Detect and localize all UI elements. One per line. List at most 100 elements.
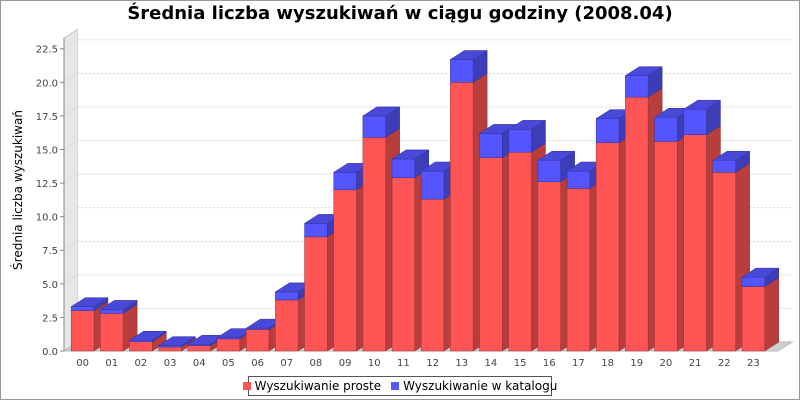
x-tick-label: 14 bbox=[485, 358, 498, 369]
bar-15-s0 bbox=[508, 151, 532, 352]
bar-top-23 bbox=[741, 267, 780, 278]
x-tick-label: 04 bbox=[193, 358, 206, 369]
y-tick-label: 5.0 bbox=[42, 280, 58, 291]
x-tick-label: 02 bbox=[135, 358, 148, 369]
bar-03-s0 bbox=[158, 346, 182, 352]
y-tick-label: 7.5 bbox=[42, 246, 58, 257]
y-tick-label: 0.0 bbox=[42, 347, 58, 358]
bar-16-s0 bbox=[537, 181, 561, 352]
x-tick-label: 17 bbox=[572, 358, 585, 369]
x-tick-label: 21 bbox=[689, 358, 702, 369]
x-tick-label: 03 bbox=[164, 358, 177, 369]
bar-21-s0 bbox=[683, 134, 707, 352]
bar-top-11 bbox=[391, 149, 430, 160]
bar-top-03 bbox=[157, 336, 197, 346]
bar-07-s1 bbox=[275, 291, 299, 301]
x-tick-label: 07 bbox=[280, 358, 293, 369]
x-tick-label: 12 bbox=[426, 358, 439, 369]
bar-20-s1 bbox=[654, 117, 678, 142]
bar-12-s0 bbox=[420, 198, 445, 352]
bar-top-00 bbox=[70, 297, 109, 307]
chart-title: Średnia liczba wyszukiwań w ciągu godzin… bbox=[127, 2, 672, 24]
bar-16-s1 bbox=[537, 159, 561, 182]
bar-04-s0 bbox=[187, 345, 211, 352]
bar-22-s0 bbox=[712, 172, 736, 352]
bar-top-21 bbox=[682, 99, 722, 110]
bar-08-s1 bbox=[304, 223, 328, 238]
x-tick-label: 01 bbox=[105, 358, 118, 369]
bar-19-s1 bbox=[625, 75, 649, 98]
bar-09-s1 bbox=[333, 172, 357, 191]
bar-13-s1 bbox=[450, 59, 474, 83]
bar-17-s1 bbox=[566, 170, 591, 189]
legend-label-1: Wyszukiwanie w katalogu bbox=[403, 379, 558, 393]
bar-07-s0 bbox=[275, 299, 299, 352]
y-gridline bbox=[63, 72, 792, 83]
x-tick-label: 20 bbox=[660, 358, 673, 369]
x-tick-label: 08 bbox=[310, 358, 323, 369]
bar-15-s1 bbox=[508, 129, 532, 153]
bar-side-23-s0 bbox=[764, 277, 780, 352]
x-tick-label: 16 bbox=[543, 358, 556, 369]
bar-top-19 bbox=[624, 66, 663, 76]
y-tick-label: 17.5 bbox=[36, 112, 58, 123]
bar-18-s1 bbox=[595, 118, 620, 144]
bar-23-s1 bbox=[741, 276, 766, 287]
x-tick-label: 15 bbox=[514, 358, 527, 369]
legend-swatch-1 bbox=[391, 382, 400, 390]
bar-top-10 bbox=[362, 106, 401, 117]
bar-00-s0 bbox=[70, 310, 95, 352]
y-tick-label: 22.5 bbox=[36, 45, 58, 56]
bar-17-s0 bbox=[566, 188, 591, 352]
legend-label-0: Wyszukiwanie proste bbox=[254, 379, 382, 393]
bar-top-22 bbox=[712, 150, 751, 161]
x-tick-label: 09 bbox=[339, 358, 352, 369]
bar-13-s0 bbox=[450, 82, 474, 352]
bar-02-s0 bbox=[129, 341, 153, 352]
legend-swatch-0 bbox=[242, 382, 251, 390]
bar-01-s1 bbox=[100, 309, 124, 314]
bar-05-s0 bbox=[216, 338, 241, 352]
bar-14-s0 bbox=[479, 157, 503, 352]
x-tick-label: 18 bbox=[601, 358, 614, 369]
bar-11-s0 bbox=[391, 177, 416, 352]
bar-18-s0 bbox=[595, 142, 620, 352]
bar-top-01 bbox=[99, 300, 138, 310]
x-tick-label: 11 bbox=[397, 358, 410, 369]
bar-top-16 bbox=[537, 150, 576, 161]
bar-22-s1 bbox=[712, 159, 736, 173]
y-tick-label: 20.0 bbox=[36, 78, 58, 89]
y-tick-label: 12.5 bbox=[36, 179, 58, 190]
bar-top-02 bbox=[128, 331, 168, 341]
legend: Wyszukiwanie proste Wyszukiwanie w katal… bbox=[242, 376, 557, 396]
y-tick-label: 10.0 bbox=[36, 213, 58, 224]
x-tick-label: 23 bbox=[747, 358, 760, 369]
x-tick-label: 22 bbox=[718, 358, 731, 369]
bar-10-s1 bbox=[362, 115, 386, 138]
bar-10-s0 bbox=[362, 137, 386, 352]
bar-20-s0 bbox=[654, 141, 678, 352]
bar-19-s0 bbox=[625, 96, 649, 352]
x-tick-label: 19 bbox=[630, 358, 643, 369]
x-tick-label: 06 bbox=[251, 358, 264, 369]
y-gridline bbox=[63, 39, 792, 50]
y-axis-label: Średnia liczba wyszukiwań bbox=[10, 110, 25, 270]
y-tick-label: 2.5 bbox=[42, 313, 58, 324]
bar-00-s1 bbox=[70, 306, 95, 311]
x-tick-label: 10 bbox=[368, 358, 381, 369]
bar-11-s1 bbox=[391, 158, 416, 178]
legend-item-0: Wyszukiwanie proste bbox=[242, 379, 382, 393]
bar-top-15 bbox=[507, 120, 547, 130]
plot-area: 0.0 2.5 5.0 7.5 10.0 12.5 15.0 17.5 20.0 22.5 00 01… bbox=[36, 28, 794, 369]
bar-06-s0 bbox=[245, 329, 270, 352]
x-tick-label: 13 bbox=[455, 358, 468, 369]
bar-09-s0 bbox=[333, 189, 357, 352]
bar-14-s1 bbox=[479, 133, 503, 158]
x-tick-label: 00 bbox=[76, 358, 89, 369]
bar-08-s0 bbox=[304, 236, 328, 352]
x-tick-label: 05 bbox=[222, 358, 235, 369]
legend-item-1: Wyszukiwanie w katalogu bbox=[391, 379, 557, 393]
y-gridline bbox=[63, 106, 792, 117]
y-tick-label: 15.0 bbox=[36, 145, 58, 156]
